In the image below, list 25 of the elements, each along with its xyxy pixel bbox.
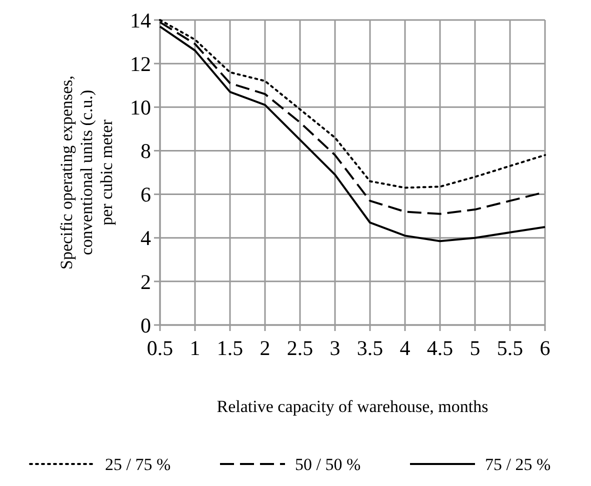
x-tick-label: 6 bbox=[540, 336, 550, 360]
y-tick-label: 6 bbox=[140, 182, 151, 207]
x-tick-label: 4 bbox=[400, 336, 411, 360]
y-tick-label: 4 bbox=[140, 226, 152, 250]
legend-label: 50 / 50 % bbox=[295, 455, 361, 474]
x-axis-title: Relative capacity of warehouse, months bbox=[216, 397, 488, 416]
x-tick-label: 4.5 bbox=[426, 336, 454, 360]
y-tick-label: 12 bbox=[130, 52, 151, 76]
x-tick-label: 3.5 bbox=[356, 336, 384, 360]
x-tick-label: 2 bbox=[260, 336, 270, 360]
x-tick-label: 1 bbox=[190, 336, 200, 360]
y-tick-label: 10 bbox=[130, 95, 151, 120]
legend-label: 75 / 25 % bbox=[485, 455, 551, 474]
x-tick-label: 0.5 bbox=[146, 336, 174, 360]
y-tick-label: 8 bbox=[140, 139, 151, 164]
x-tick-label: 2.5 bbox=[286, 336, 314, 360]
x-tick-label: 3 bbox=[330, 336, 340, 360]
y-axis-title: Specific operating expenses, conventional units (c.u.) per cubic meter bbox=[57, 75, 116, 270]
legend-label: 25 / 75 % bbox=[105, 455, 171, 474]
x-tick-label: 5.5 bbox=[496, 336, 524, 360]
x-tick-label: 1.5 bbox=[216, 336, 244, 360]
y-tick-label: 0 bbox=[140, 313, 151, 338]
y-tick-label: 2 bbox=[140, 270, 151, 294]
y-tick-label: 14 bbox=[130, 8, 152, 32]
x-tick-label: 5 bbox=[470, 336, 480, 360]
